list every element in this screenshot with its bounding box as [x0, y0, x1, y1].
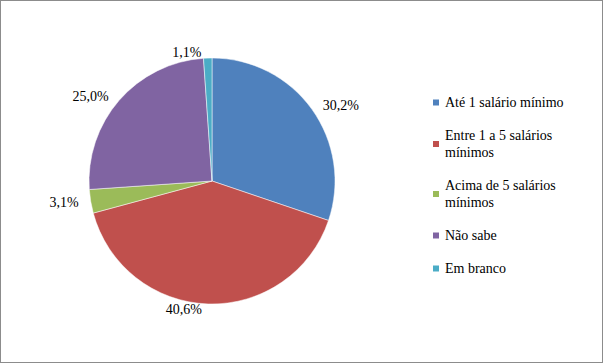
- svg-text:Entre 1 a 5 salários: Entre 1 a 5 salários: [445, 128, 556, 143]
- svg-text:mínimos: mínimos: [445, 195, 494, 210]
- svg-text:Em branco: Em branco: [445, 261, 506, 276]
- svg-text:3,1%: 3,1%: [50, 195, 80, 210]
- svg-text:40,6%: 40,6%: [166, 302, 203, 317]
- svg-text:1,1%: 1,1%: [172, 45, 202, 60]
- svg-text:25,0%: 25,0%: [73, 89, 110, 104]
- svg-text:Acima de 5 salários: Acima de 5 salários: [445, 178, 559, 193]
- svg-text:mínimos: mínimos: [445, 145, 494, 160]
- svg-text:30,2%: 30,2%: [323, 98, 360, 113]
- svg-text:Não sabe: Não sabe: [445, 228, 497, 243]
- svg-text:Até 1 salário mínimo: Até 1 salário mínimo: [445, 95, 564, 110]
